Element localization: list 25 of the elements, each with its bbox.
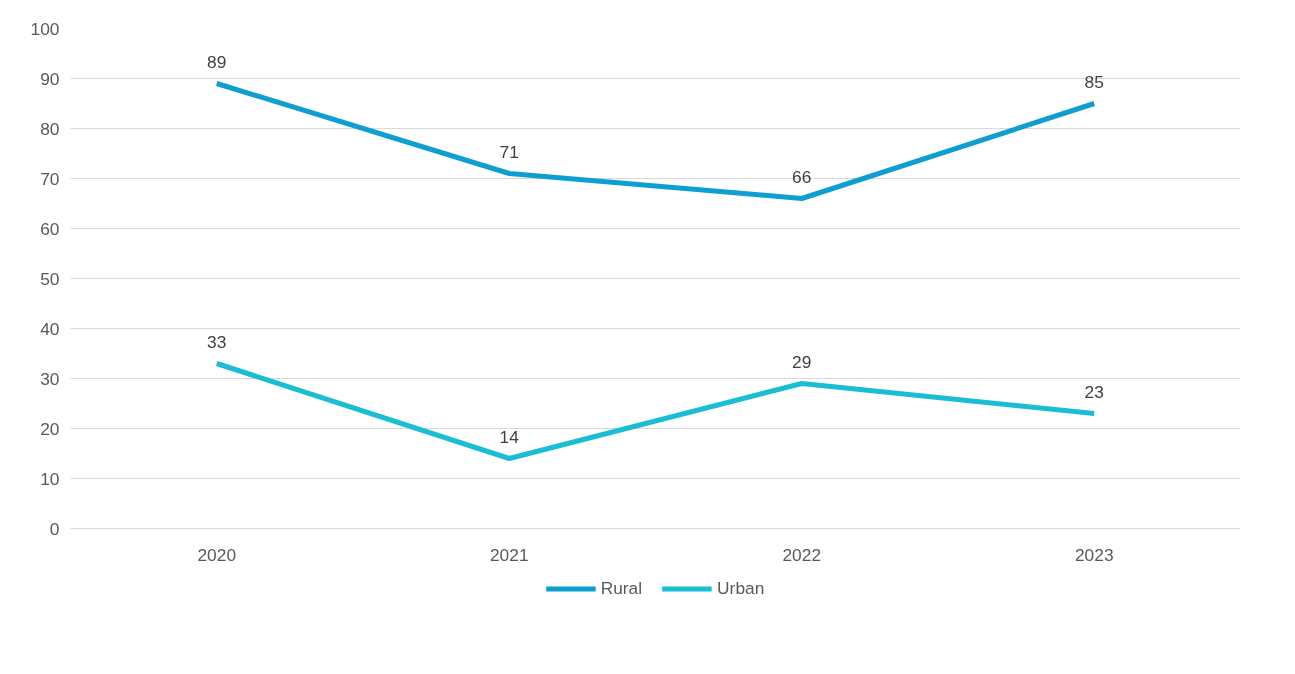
data-label: 85 [1084,71,1104,92]
y-tick-label: 70 [40,168,60,189]
x-tick-label: 2021 [489,544,529,565]
data-label: 66 [792,166,812,187]
y-tick-label: 0 [49,518,60,539]
y-tick-label: 80 [40,118,60,139]
data-label: 71 [499,141,519,162]
y-tick-label: 20 [40,418,60,439]
data-label: 14 [499,426,520,447]
x-tick-label: 2020 [197,544,237,565]
y-tick-label: 50 [40,268,60,289]
y-tick-label: 40 [40,318,60,339]
y-tick-label: 100 [30,18,60,39]
y-tick-label: 90 [40,68,60,89]
data-label: 29 [792,351,812,372]
x-tick-label: 2023 [1074,544,1114,565]
data-label: 89 [207,51,227,72]
y-tick-label: 60 [40,218,60,239]
y-tick-label: 10 [40,468,60,489]
legend-label: Rural [600,577,643,599]
legend-label: Urban [717,577,765,599]
data-label: 23 [1084,381,1104,402]
data-label: 33 [207,331,227,352]
x-tick-label: 2022 [782,544,822,565]
y-tick-label: 30 [40,368,60,389]
